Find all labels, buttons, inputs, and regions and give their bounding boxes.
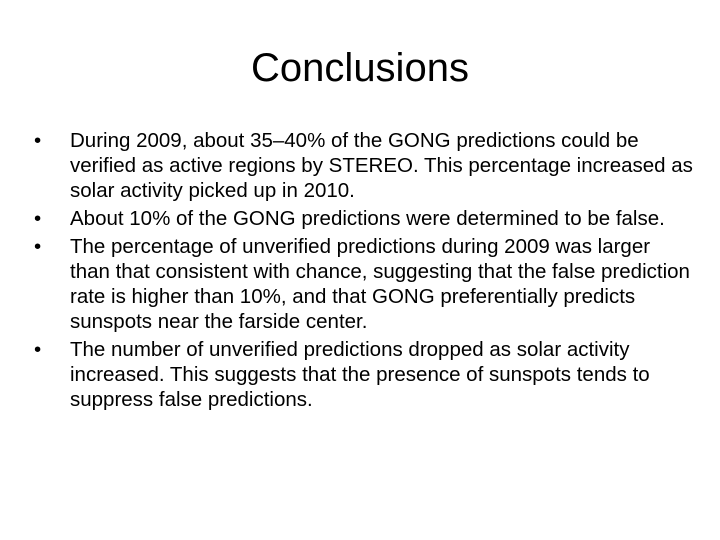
bullet-list: • During 2009, about 35–40% of the GONG … <box>34 128 694 415</box>
bullet-icon: • <box>34 129 42 152</box>
bullet-text: The number of unverified predictions dro… <box>70 338 650 411</box>
bullet-item: • About 10% of the GONG predictions were… <box>34 206 694 231</box>
bullet-text: About 10% of the GONG predictions were d… <box>70 207 665 230</box>
bullet-icon: • <box>34 207 42 230</box>
bullet-item: • The percentage of unverified predictio… <box>34 234 694 334</box>
bullet-item: • The number of unverified predictions d… <box>34 337 694 412</box>
bullet-icon: • <box>34 338 42 361</box>
bullet-text: The percentage of unverified predictions… <box>70 235 690 333</box>
bullet-text: During 2009, about 35–40% of the GONG pr… <box>70 129 693 202</box>
slide-title: Conclusions <box>251 46 469 90</box>
bullet-icon: • <box>34 235 42 258</box>
bullet-item: • During 2009, about 35–40% of the GONG … <box>34 128 694 203</box>
